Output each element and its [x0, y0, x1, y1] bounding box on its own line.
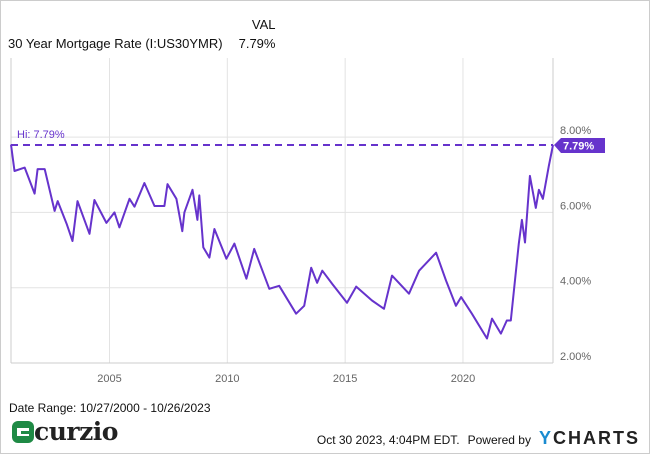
ycharts-logo[interactable]: YCHARTS	[539, 428, 640, 449]
high-label: Hi: 7.79%	[17, 129, 65, 141]
x-tick-label: 2020	[451, 373, 475, 385]
curzio-logo: curzio	[12, 417, 118, 446]
chart-header: VAL 30 Year Mortgage Rate (I:US30YMR) 7.…	[8, 17, 275, 51]
timestamp: Oct 30 2023, 4:04PM EDT.	[316, 433, 460, 447]
y-tick-label: 4.00%	[560, 276, 591, 288]
series-value: 7.79%	[238, 36, 276, 51]
y-tick-label: 6.00%	[560, 200, 591, 212]
value-column-header: VAL	[251, 17, 276, 32]
last-value-label: 7.79%	[563, 140, 594, 152]
x-tick-label: 2015	[333, 373, 357, 385]
x-tick-label: 2010	[215, 373, 239, 385]
series-line	[10, 144, 554, 340]
series-label: 30 Year Mortgage Rate (I:US30YMR)	[8, 36, 223, 51]
ycharts-logo-text: CHARTS	[553, 428, 640, 448]
curzio-logo-icon	[12, 420, 34, 443]
y-tick-label: 2.00%	[560, 351, 591, 363]
curzio-logo-text: curzio	[34, 417, 118, 446]
date-range: Date Range: 10/27/2000 - 10/26/2023	[9, 401, 211, 415]
y-tick-label: 8.00%	[560, 125, 591, 137]
x-tick-label: 2005	[97, 373, 121, 385]
footer-attribution: Oct 30 2023, 4:04PM EDT. Powered by YCHA…	[317, 428, 640, 449]
powered-by: Powered by	[467, 433, 531, 447]
last-value-tag	[554, 137, 605, 153]
ycharts-logo-y: Y	[538, 428, 553, 448]
